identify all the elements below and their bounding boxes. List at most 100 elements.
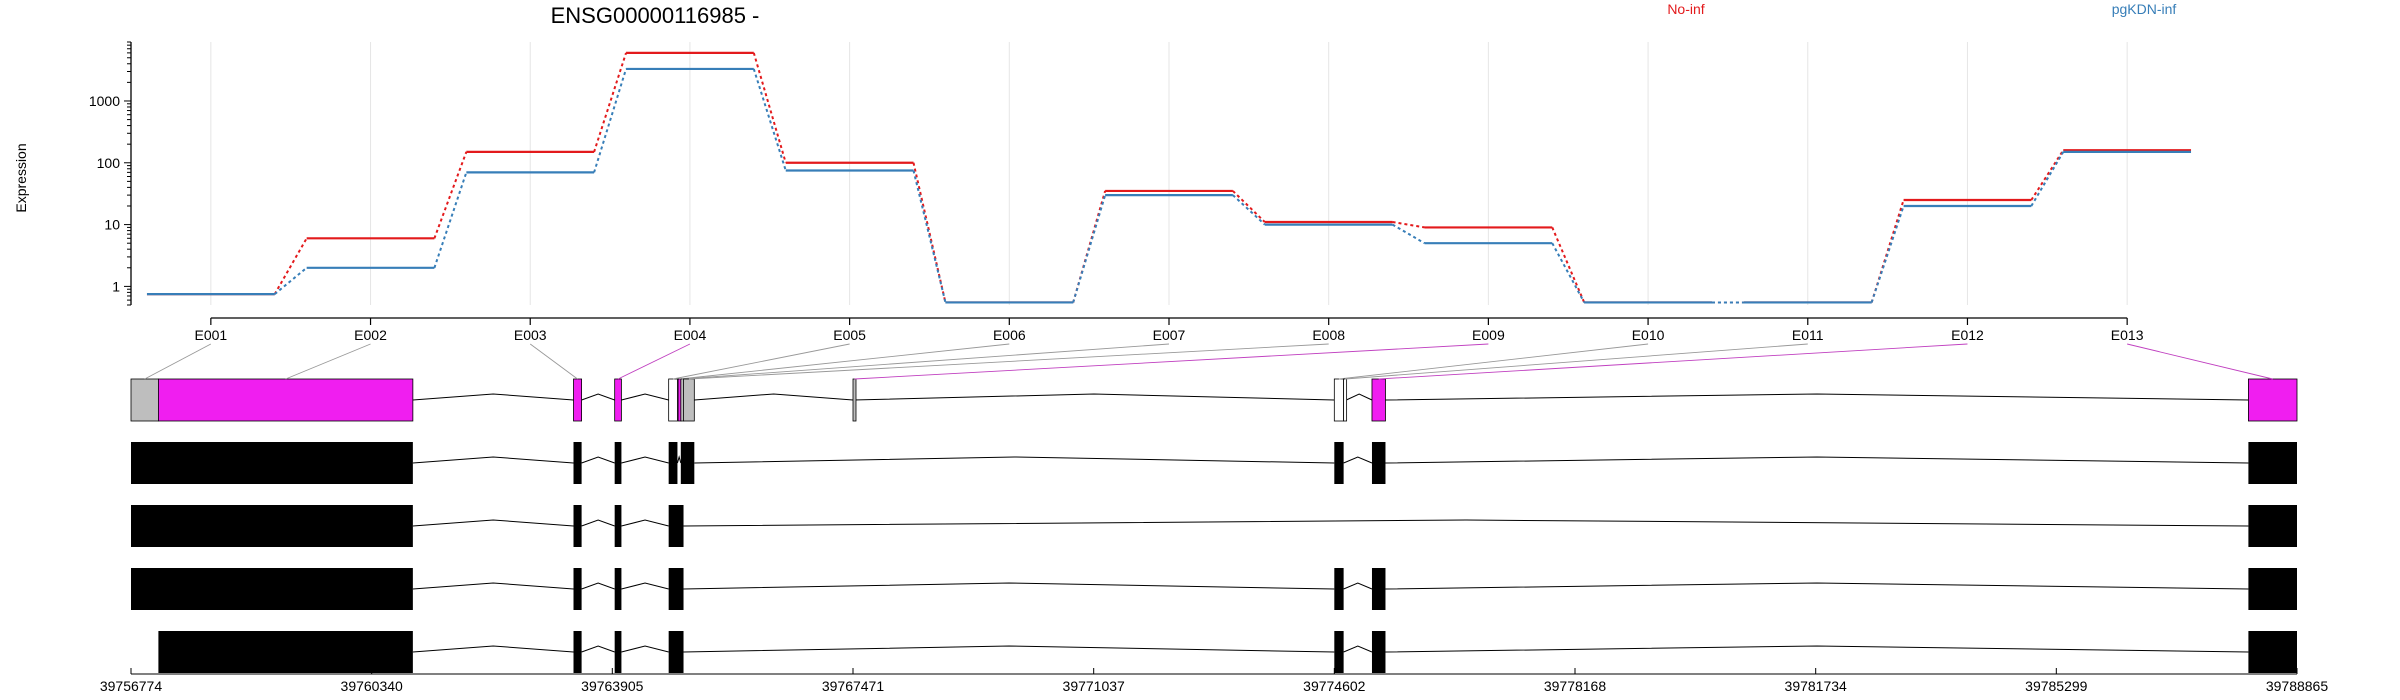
legend-entry-pgkdn-inf: pgKDN-inf <box>2112 1 2177 17</box>
exon-bin-e002 <box>158 378 414 422</box>
transcript-intron <box>621 582 669 590</box>
transcript-intron <box>621 456 669 464</box>
exon-bin-intron <box>1385 393 2249 401</box>
transcript-intron <box>1385 645 2249 653</box>
transcript-intron <box>581 519 615 527</box>
series-pgkdn-inf-connector <box>1551 242 1586 303</box>
exon-bin-intron <box>412 393 574 401</box>
transcript-exon <box>668 505 684 547</box>
genomic-tick-label-39760340: 39760340 <box>341 678 404 694</box>
series-no-inf-connector <box>1072 190 1107 303</box>
transcript-exon <box>1334 568 1344 610</box>
genomic-tick-label-39785299: 39785299 <box>2025 678 2088 694</box>
exon-link-e012 <box>1378 343 1968 380</box>
exon-bin-e005 <box>668 378 678 422</box>
transcript-intron <box>412 645 574 653</box>
chart-plot-area: 1 10 100 1000 E001 E002 E003 E004 E005 E006 E007 E0… <box>89 41 2328 694</box>
transcript-exon <box>614 442 622 484</box>
transcript-exon <box>1371 568 1386 610</box>
x-tick-label-e005: E005 <box>833 327 866 343</box>
genomic-tick-label-39763905: 39763905 <box>581 678 644 694</box>
transcript-intron <box>1385 456 2249 464</box>
series-pgkdn-inf-connector <box>752 68 787 171</box>
series-no-inf-connector <box>1551 227 1586 303</box>
series-pgkdn-inf-connector <box>2030 151 2065 207</box>
series-no-inf-connector <box>1392 221 1425 229</box>
transcript-exon <box>573 568 582 610</box>
transcript-exon <box>1371 631 1386 673</box>
transcript-exon <box>1334 631 1344 673</box>
exon-link-e005 <box>672 343 850 380</box>
transcript-1 <box>131 442 2297 484</box>
y-axis-label: Expression <box>13 143 29 212</box>
series-no-inf-connector <box>752 52 787 164</box>
transcript-exon <box>1371 442 1386 484</box>
transcript-exon <box>573 505 582 547</box>
x-tick-label-e012: E012 <box>1951 327 1984 343</box>
series-pgkdn-inf-connector <box>912 170 947 303</box>
transcript-exon <box>668 442 678 484</box>
exon-link-e001 <box>144 343 212 380</box>
transcript-exon <box>2248 568 2297 610</box>
x-tick-label-e006: E006 <box>993 327 1026 343</box>
y-tick-label-1000: 1000 <box>89 93 120 109</box>
exon-bin-intron <box>621 393 669 401</box>
transcript-intron <box>683 519 2249 527</box>
x-tick-label-e001: E001 <box>194 327 227 343</box>
genomic-tick-label-39767471: 39767471 <box>822 678 885 694</box>
exon-bin-e013 <box>2248 378 2298 422</box>
transcript-exon <box>131 505 413 547</box>
transcript-exon <box>614 631 622 673</box>
exon-bin-e012 <box>1371 378 1386 422</box>
transcript-exon <box>131 568 413 610</box>
exon-bin-intron <box>694 393 854 401</box>
transcript-exon <box>614 505 622 547</box>
series-pgkdn-inf-connector <box>1392 223 1426 245</box>
transcript-intron <box>1343 582 1373 590</box>
series-pgkdn-inf-connector <box>1072 194 1107 303</box>
transcript-intron <box>1343 456 1373 464</box>
exon-bin-e003 <box>573 378 583 422</box>
series-pgkdn-inf-connector <box>1232 194 1266 226</box>
series-no-inf-connector <box>2030 149 2065 201</box>
x-tick-label-e002: E002 <box>354 327 387 343</box>
transcript-intron <box>412 519 574 527</box>
exon-bin-e010 <box>1333 378 1345 422</box>
transcript-2 <box>131 505 2297 547</box>
series-no-inf-connector <box>1232 190 1266 223</box>
exon-link-e004 <box>617 343 691 380</box>
series-pgkdn-inf-connector <box>1870 205 1905 303</box>
series-pgkdn-inf-connector <box>433 172 468 269</box>
genomic-tick-label-39756774: 39756774 <box>100 678 163 694</box>
series-pgkdn-inf-connector <box>593 68 628 173</box>
y-tick-label-100: 100 <box>97 155 121 171</box>
transcript-exon <box>131 442 413 484</box>
transcript-exon <box>2248 442 2297 484</box>
series-no-inf-connector <box>273 237 308 295</box>
transcript-intron <box>412 582 574 590</box>
transcript-4 <box>158 631 2297 673</box>
exon-link-e003 <box>529 343 578 380</box>
y-tick-label-1: 1 <box>112 278 120 294</box>
series-pgkdn-inf-connector <box>274 267 308 295</box>
y-tick-label-10: 10 <box>104 217 120 233</box>
transcript-exon <box>158 631 413 673</box>
legend-entry-no-inf: No-inf <box>1667 1 1704 17</box>
transcript-intron <box>621 645 669 653</box>
x-tick-label-e011: E011 <box>1792 327 1824 343</box>
transcript-3 <box>131 568 2297 610</box>
exon-bin-e008 <box>683 378 695 422</box>
exon-link-e007 <box>682 343 1170 380</box>
transcript-exon <box>614 568 622 610</box>
exon-bin-e004 <box>614 378 622 422</box>
genomic-tick-label-39778168: 39778168 <box>1544 678 1607 694</box>
transcript-exon <box>2248 631 2297 673</box>
exon-bin-e009 <box>852 378 857 422</box>
transcript-intron <box>1385 582 2249 590</box>
x-tick-label-e004: E004 <box>674 327 707 343</box>
transcript-exon <box>1334 442 1344 484</box>
transcript-intron <box>621 519 669 527</box>
genomic-tick-label-39781734: 39781734 <box>1785 678 1848 694</box>
series-no-inf-connector <box>433 151 468 239</box>
